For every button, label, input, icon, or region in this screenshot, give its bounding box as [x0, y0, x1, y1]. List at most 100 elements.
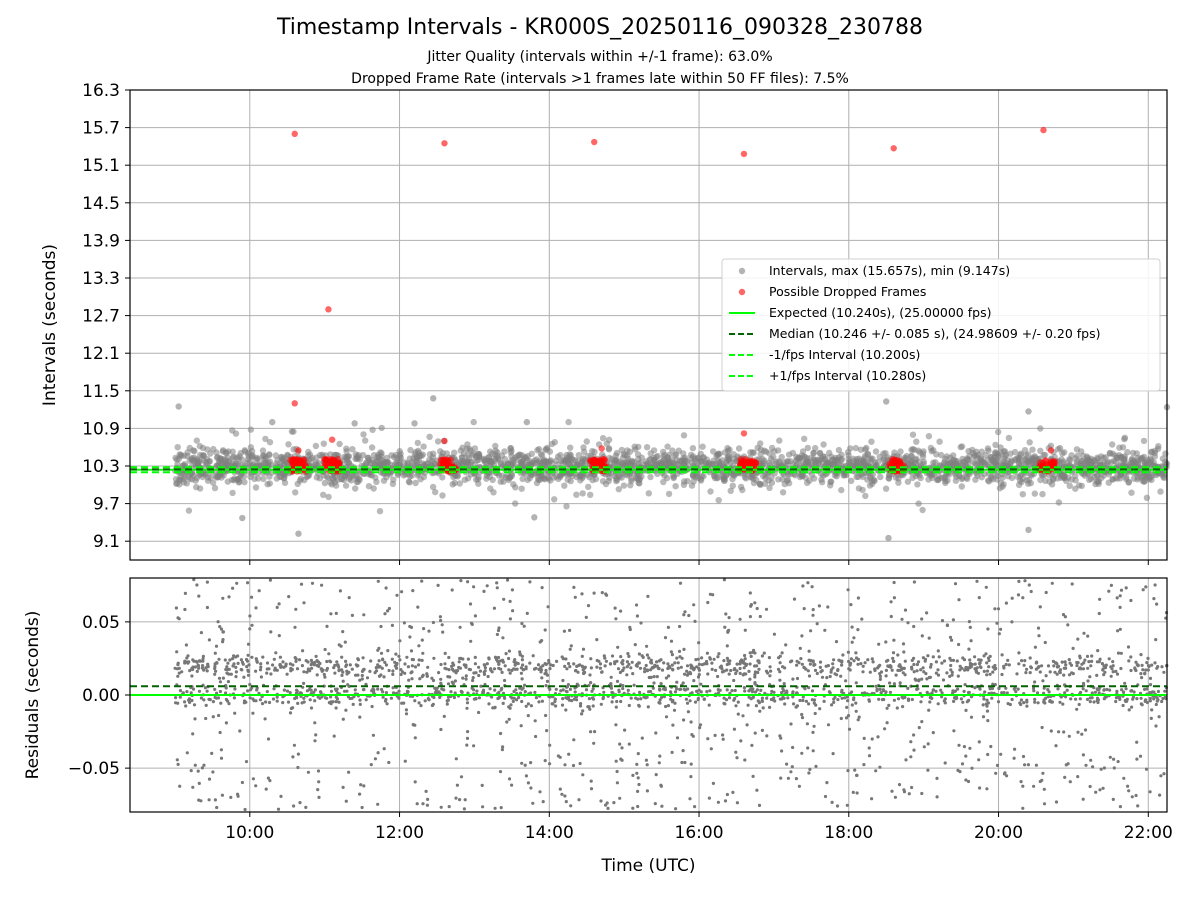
residual-point — [649, 658, 653, 662]
residual-point — [753, 673, 757, 677]
residual-point — [492, 667, 497, 671]
residual-point — [362, 687, 366, 692]
residual-point — [462, 807, 466, 811]
residual-point — [191, 732, 195, 736]
residual-point — [935, 795, 939, 799]
residual-point — [1121, 703, 1125, 708]
residual-point — [782, 682, 786, 686]
residual-point — [219, 748, 223, 752]
residual-point — [213, 651, 217, 655]
residual-point — [878, 672, 882, 676]
residual-point — [466, 730, 470, 734]
residual-point — [735, 662, 739, 666]
residual-point — [618, 742, 622, 746]
chart-title: Timestamp Intervals - KR000S_20250116_09… — [276, 15, 924, 40]
residual-point — [709, 747, 713, 751]
interval-point — [354, 475, 361, 482]
residual-point — [1023, 659, 1027, 663]
residual-point — [1130, 705, 1134, 709]
residual-point — [344, 799, 348, 803]
residual-point — [573, 595, 577, 599]
residual-point — [459, 775, 464, 779]
residual-point — [631, 806, 635, 810]
residual-point — [1124, 586, 1128, 590]
interval-point — [260, 452, 267, 460]
residual-point — [936, 649, 940, 653]
residual-point — [589, 681, 593, 685]
interval-point — [804, 460, 812, 467]
residual-point — [742, 666, 746, 670]
interval-point — [1031, 490, 1039, 497]
residual-point — [207, 798, 211, 802]
residual-point — [472, 744, 476, 748]
residual-point — [985, 669, 990, 673]
residual-point — [797, 784, 802, 788]
residual-point — [507, 668, 511, 672]
residual-point — [481, 690, 485, 694]
interval-point — [756, 480, 763, 488]
residual-point — [1109, 583, 1113, 588]
interval-point — [801, 435, 808, 442]
residual-point — [353, 688, 357, 692]
residual-point — [724, 698, 729, 702]
interval-point — [1030, 460, 1038, 467]
residual-point — [653, 802, 657, 806]
residual-point — [218, 730, 222, 735]
residual-point — [962, 689, 966, 694]
residual-point — [936, 702, 940, 706]
interval-point — [393, 459, 400, 466]
interval-point — [229, 460, 236, 468]
residual-point — [867, 746, 871, 750]
residual-point — [886, 658, 890, 663]
residual-point — [609, 675, 613, 679]
residual-point — [724, 612, 728, 616]
residual-point — [843, 696, 847, 700]
residual-point — [676, 661, 680, 665]
interval-point — [783, 458, 791, 465]
interval-point — [320, 440, 327, 447]
residual-point — [497, 690, 501, 695]
residual-point — [332, 734, 336, 738]
interval-point — [1140, 437, 1148, 445]
residual-point — [683, 688, 688, 692]
residual-point — [254, 669, 258, 673]
interval-point — [613, 458, 621, 466]
residual-point — [176, 701, 180, 705]
residual-point — [234, 675, 238, 679]
residual-point — [982, 697, 986, 701]
residual-point — [772, 632, 777, 636]
top-y-tick-label: 9.7 — [93, 495, 120, 515]
residual-point — [599, 702, 603, 706]
residual-point — [996, 607, 1001, 611]
interval-point — [828, 478, 835, 485]
interval-point — [956, 472, 963, 480]
dropped-frame-point — [1047, 447, 1055, 454]
residual-point — [658, 754, 662, 758]
residual-point — [531, 654, 535, 658]
residual-point — [400, 701, 404, 705]
residual-point — [841, 653, 845, 657]
residual-point — [806, 746, 810, 750]
residual-point — [937, 655, 941, 659]
residual-point — [250, 623, 254, 627]
interval-point — [259, 447, 267, 454]
interval-point — [369, 426, 376, 433]
interval-point — [266, 473, 273, 480]
residual-point — [524, 774, 529, 778]
residual-point — [485, 584, 489, 588]
interval-outlier-point — [239, 514, 246, 522]
residual-point — [313, 721, 317, 725]
residual-point — [546, 605, 550, 609]
residual-point — [1112, 766, 1116, 770]
residual-point — [325, 659, 329, 664]
residual-point — [831, 752, 835, 756]
residual-point — [1144, 585, 1148, 589]
residual-point — [748, 677, 752, 681]
interval-point — [273, 462, 280, 470]
interval-point — [266, 451, 273, 459]
residual-point — [822, 699, 826, 704]
residual-point — [430, 676, 434, 680]
interval-point — [1074, 452, 1081, 460]
interval-point — [325, 493, 332, 501]
dropped-frame-point — [300, 458, 307, 465]
